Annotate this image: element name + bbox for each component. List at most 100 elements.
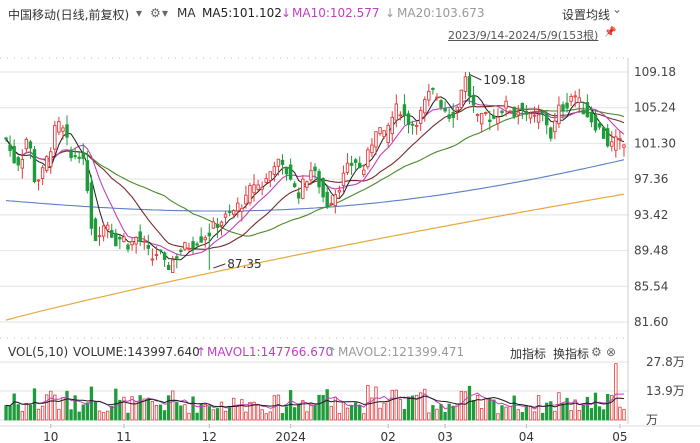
candle-body (459, 89, 464, 108)
switch-indicator-button[interactable]: 换指标 (553, 347, 590, 361)
candle-body (280, 159, 285, 165)
volume-bar (106, 410, 110, 421)
volume-bar (593, 392, 598, 421)
volume-bar (284, 406, 289, 421)
volume-bar (394, 389, 398, 421)
ma5-value: MA5:101.102 (202, 6, 282, 20)
candle-body (244, 194, 248, 205)
volume-bar (447, 403, 451, 421)
candle-body (333, 194, 338, 207)
volume-bar (97, 410, 102, 421)
chevron-down-icon[interactable]: ▾ (162, 6, 169, 20)
volume-bar (81, 404, 85, 421)
volume-bar (545, 402, 549, 421)
candle-body (467, 76, 472, 97)
candle-body (24, 138, 29, 150)
volume-bar (480, 408, 484, 421)
candle-body (463, 76, 468, 92)
volume-bar (325, 389, 329, 421)
volume-bar (77, 411, 81, 421)
volume-bar (341, 401, 346, 421)
candle-body (292, 183, 297, 188)
volume-bar (524, 405, 529, 421)
volume-bar (488, 398, 492, 421)
volume-bar (459, 390, 464, 421)
volume-bar (162, 410, 167, 421)
candle-body (504, 100, 508, 109)
close-icon[interactable]: ⊗ (606, 345, 617, 359)
candle-body (528, 113, 533, 119)
volume-bar (504, 406, 508, 421)
candle-body (325, 191, 329, 208)
candle-body (536, 114, 541, 123)
volume-bar (329, 405, 333, 421)
candle-body (418, 109, 423, 124)
candle-body (614, 136, 618, 151)
pin-icon[interactable]: 📌 (604, 27, 617, 38)
candle-body (573, 95, 577, 98)
candle-body (77, 156, 81, 159)
candle-body (496, 116, 500, 124)
low-price-label: 87.35 (227, 257, 261, 271)
candle-body (610, 141, 614, 147)
candle-body (89, 182, 94, 229)
up-arrow-icon: ↑ (327, 345, 338, 359)
candle-body (581, 109, 586, 115)
volume-bar (24, 403, 29, 421)
volume-bar (463, 391, 468, 421)
settings-ma-button[interactable]: 设置均线 (562, 8, 611, 22)
volume-bar (301, 400, 305, 421)
candle-body (268, 171, 272, 181)
candle-body (508, 110, 512, 113)
ma120-line (5, 159, 625, 212)
volume-bar (45, 394, 49, 421)
chevron-down-icon[interactable]: ⌄ (612, 2, 623, 16)
candle-body (589, 111, 594, 123)
volume-bar (223, 410, 228, 421)
volume-bar (353, 402, 358, 421)
candle-body (593, 114, 598, 131)
candle-body (130, 241, 134, 246)
candle-body (605, 128, 610, 147)
candle-body (4, 137, 8, 140)
x-tick-label: 2024 (275, 430, 306, 443)
volume-bar (138, 395, 142, 421)
candle-body (402, 104, 407, 116)
volume-bar (581, 404, 585, 421)
candle-body (138, 231, 142, 242)
stock-title[interactable]: 中国移动(日线,前复权) (8, 8, 130, 22)
volume-bar (40, 405, 45, 421)
candle-body (215, 223, 220, 228)
volume-value: VOLUME:143997.640 (73, 345, 200, 359)
y-tick-label: 81.60 (634, 315, 668, 329)
candle-body (329, 202, 333, 205)
candle-body (520, 102, 525, 111)
candle-body (171, 259, 175, 273)
gear-icon[interactable]: ⚙ (150, 6, 161, 20)
volume-bar (378, 407, 382, 421)
volume-bar (309, 403, 313, 421)
candle-body (110, 230, 114, 238)
volume-bar (118, 399, 122, 421)
candle-body (114, 232, 118, 247)
volume-bar (345, 407, 350, 421)
chevron-down-icon[interactable]: ▾ (136, 6, 143, 20)
candle-body (301, 178, 305, 199)
volume-bar (362, 413, 366, 421)
y-tick-label: 97.36 (634, 172, 668, 186)
gear-icon[interactable]: ⚙ (591, 345, 602, 359)
candle-body (227, 210, 232, 214)
volume-bar (528, 405, 533, 421)
x-tick-label: 11 (116, 430, 131, 443)
candle-body (260, 186, 264, 190)
volume-bar (293, 407, 297, 421)
volume-bar (496, 413, 500, 421)
ma10-value: MA10:102.577 (292, 6, 380, 20)
annotation-arrow (469, 73, 482, 81)
candle-body (36, 179, 41, 182)
down-arrow-icon: ↓ (281, 6, 292, 20)
volume-bar (101, 412, 106, 421)
candle-body (240, 207, 244, 212)
volume-bar (244, 411, 248, 421)
add-indicator-button[interactable]: 加指标 (510, 347, 547, 361)
